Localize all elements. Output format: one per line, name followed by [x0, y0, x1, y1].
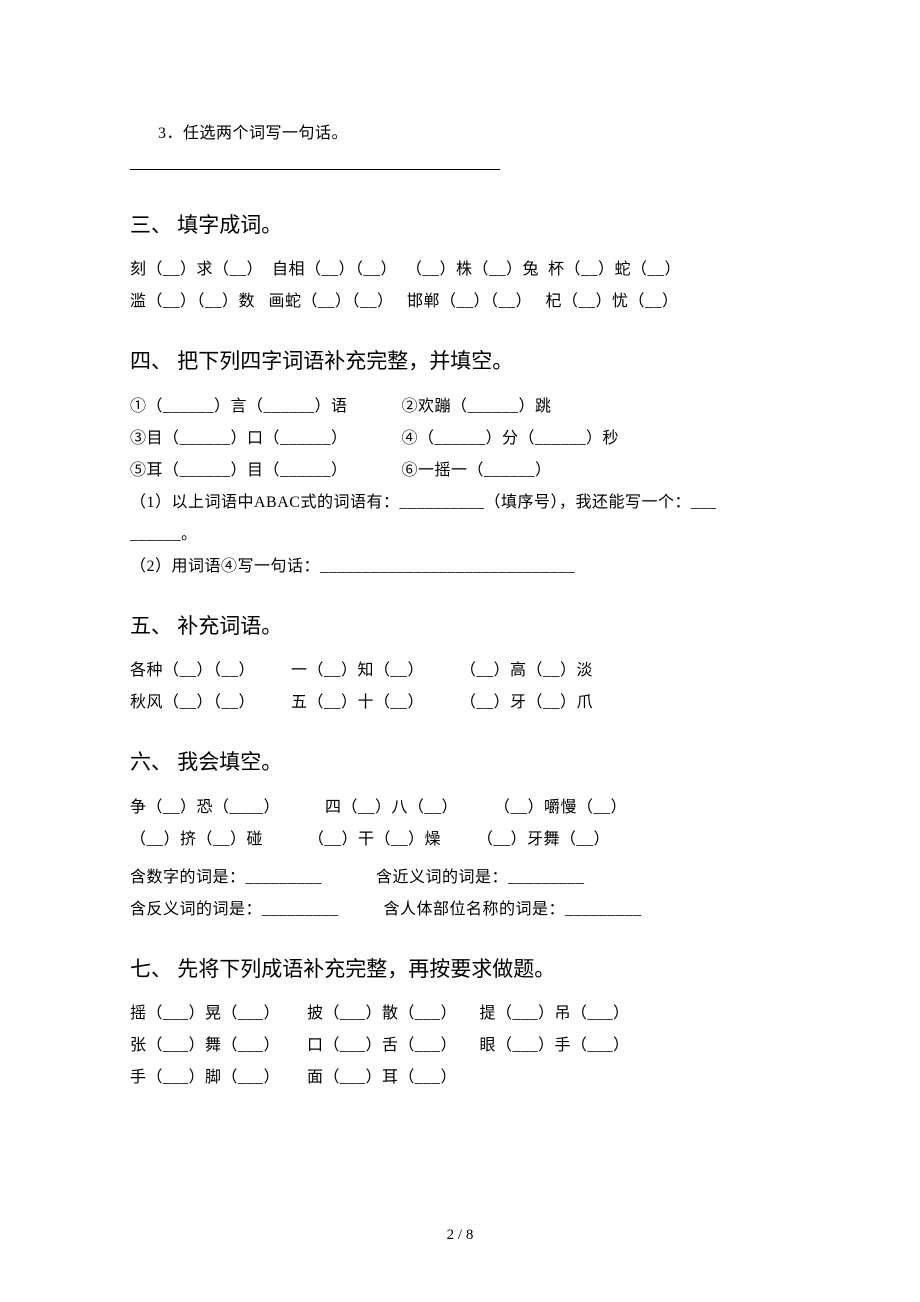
page-number: 2 / 8 [0, 1227, 920, 1244]
s4-line-5[interactable]: （2）用词语④写一句话：____________________________… [130, 551, 790, 583]
q2-sub3: 3．任选两个词写一句话。 [130, 118, 790, 150]
section-3-heading: 三、 填字成词。 [130, 200, 790, 250]
s6-line-3[interactable]: 含数字的词是：_________ 含近义词的词是：_________ [130, 862, 790, 894]
s5-line-1[interactable]: 各种（__）（__） 一（__）知（__） （__）高（__）淡 [130, 655, 790, 687]
s3-line-1[interactable]: 刻（__）求（__） 自相（__）（__） （__）株（__）兔 杯（__）蛇（… [130, 254, 790, 286]
s4-line-2[interactable]: ③目（______）口（______） ④（______）分（______）秒 [130, 423, 790, 455]
s3-line-2[interactable]: 滥（__）（__）数 画蛇（__）（__） 邯郸（__）（__） 杞（__）忧（… [130, 286, 790, 318]
s5-line-2[interactable]: 秋风（__）（__） 五（__）十（__） （__）牙（__）爪 [130, 687, 790, 719]
s4-line-1[interactable]: ①（______）言（______）语 ②欢蹦（______）跳 [130, 391, 790, 423]
s6-line-2[interactable]: （__）挤（__）碰 （__）干（__）燥 （__）牙舞（__） [130, 824, 790, 856]
section-4-heading: 四、 把下列四字词语补充完整，并填空。 [130, 336, 790, 386]
s4-line-4a[interactable]: （1）以上词语中ABAC式的词语有：__________（填序号），我还能写一个… [130, 487, 790, 519]
s7-line-2[interactable]: 张（___）舞（___） 口（___）舌（___） 眼（___）手（___） [130, 1030, 790, 1062]
section-7-heading: 七、 先将下列成语补充完整，再按要求做题。 [130, 944, 790, 994]
s6-line-1[interactable]: 争（__）恐（____） 四（__）八（__） （__）嚼慢（__） [130, 792, 790, 824]
s4-line-4b[interactable]: ______。 [130, 519, 790, 551]
s6-line-4[interactable]: 含反义词的词是：_________ 含人体部位名称的词是：_________ [130, 894, 790, 926]
s4-line-3[interactable]: ⑤耳（______）目（______） ⑥一摇一（______） [130, 455, 790, 487]
section-6-heading: 六、 我会填空。 [130, 737, 790, 787]
section-5-heading: 五、 补充词语。 [130, 601, 790, 651]
s7-line-1[interactable]: 摇（___）晃（___） 披（___）散（___） 提（___）吊（___） [130, 998, 790, 1030]
s7-line-3[interactable]: 手（___）脚（___） 面（___）耳（___） [130, 1062, 790, 1094]
q2-answer-line[interactable] [130, 150, 790, 182]
